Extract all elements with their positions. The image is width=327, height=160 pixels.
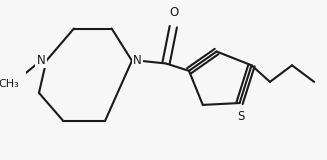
Text: S: S (238, 110, 245, 123)
Text: N: N (133, 54, 142, 67)
Text: O: O (170, 6, 179, 19)
Text: CH₃: CH₃ (0, 79, 19, 89)
Text: N: N (37, 54, 45, 67)
